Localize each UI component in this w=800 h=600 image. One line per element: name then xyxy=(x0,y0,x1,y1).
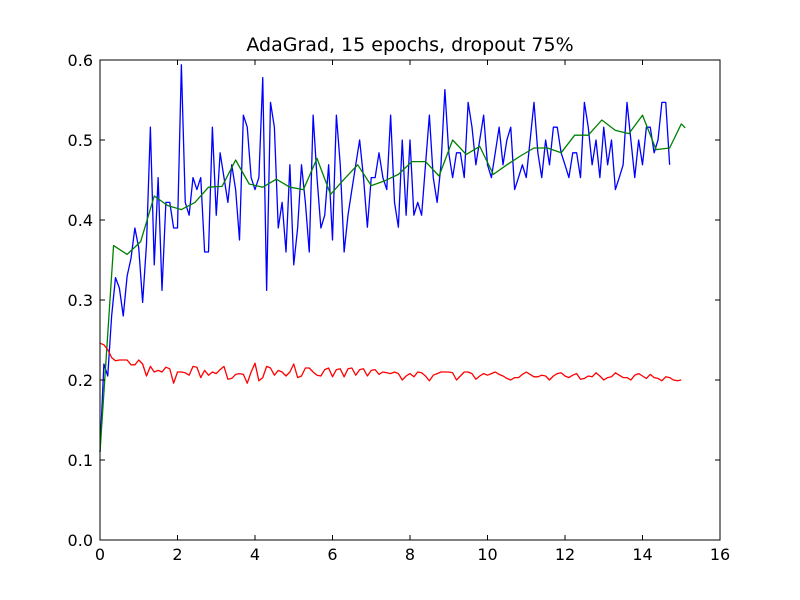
y-tick-label: 0.0 xyxy=(68,531,93,550)
y-tick-label: 0.3 xyxy=(68,291,93,310)
y-tick-label: 0.2 xyxy=(68,371,93,390)
x-tick-label: 8 xyxy=(405,545,415,564)
x-tick-label: 10 xyxy=(477,545,497,564)
series-line-1 xyxy=(99,64,671,453)
ticks-layer: 0 2 4 6 8 10 12 14 16 0.0 0.1 0.2 0.3 0.4 0.5 0.6 xyxy=(68,51,731,564)
x-tick-label: 4 xyxy=(250,545,260,564)
series-line-3 xyxy=(99,342,682,384)
y-tick-label: 0.5 xyxy=(68,131,93,150)
x-tick-label: 14 xyxy=(632,545,652,564)
y-tick-label: 0.6 xyxy=(68,51,93,70)
series-line-2 xyxy=(99,114,686,453)
x-tick-label: 2 xyxy=(172,545,182,564)
axes-frame xyxy=(99,59,721,541)
series-layer xyxy=(99,64,686,453)
x-tick-label: 0 xyxy=(95,545,105,564)
x-tick-label: 16 xyxy=(710,545,730,564)
y-tick-label: 0.4 xyxy=(68,211,93,230)
x-tick-label: 6 xyxy=(327,545,337,564)
y-tick-label: 0.1 xyxy=(68,451,93,470)
x-tick-label: 12 xyxy=(555,545,575,564)
chart-title: AdaGrad, 15 epochs, dropout 75% xyxy=(246,34,574,56)
